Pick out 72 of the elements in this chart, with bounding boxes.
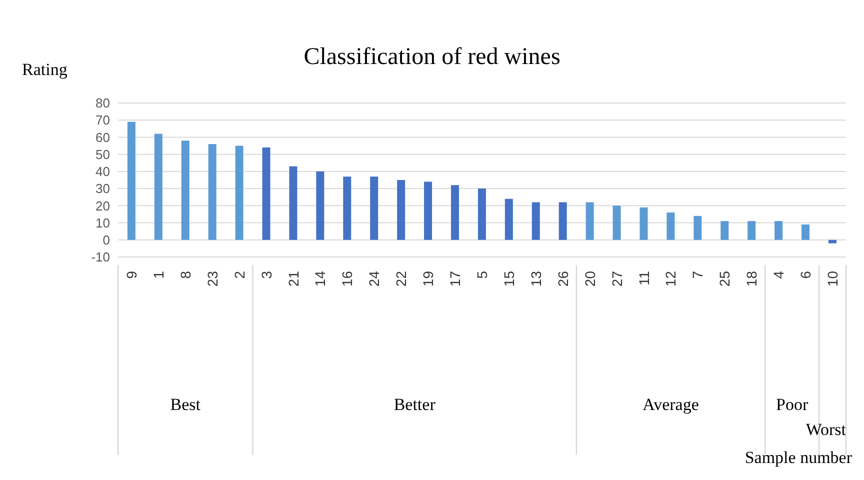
y-axis-title: Rating [22, 60, 68, 80]
x-tick-label: 1 [150, 270, 166, 279]
y-tick-label: -10 [91, 250, 110, 265]
x-tick-label: 23 [204, 270, 220, 287]
x-tick-label: 12 [662, 270, 679, 287]
text: Sample number [744, 448, 852, 468]
x-tick-label: 24 [366, 270, 382, 287]
y-tick-label: 80 [96, 96, 110, 111]
x-tick-label: 22 [393, 270, 410, 287]
bar [748, 221, 756, 240]
x-tick-label: 27 [608, 270, 625, 287]
x-tick-label: 8 [177, 270, 194, 279]
x-tick-label: 16 [339, 270, 356, 287]
text: Average [642, 395, 699, 414]
text: Poor [776, 395, 808, 414]
bar [802, 224, 810, 240]
y-tick-label: 40 [96, 164, 110, 180]
x-tick-label: 11 [636, 270, 652, 286]
y-tick-label: 0 [102, 232, 110, 248]
bar [612, 206, 621, 240]
y-tick-label: 60 [96, 130, 110, 145]
bar [532, 202, 540, 240]
x-tick-label: 26 [554, 270, 571, 287]
x-tick-label: 10 [824, 270, 841, 287]
bar [262, 147, 270, 240]
text: Worst [806, 420, 846, 439]
x-tick-label: 6 [798, 270, 814, 279]
x-tick-label: 21 [285, 270, 302, 287]
x-tick-label: 19 [420, 270, 436, 287]
bar [478, 188, 486, 240]
text: Best [170, 395, 201, 414]
bar [640, 207, 648, 240]
bar [370, 176, 378, 240]
x-tick-label: 15 [500, 270, 517, 287]
x-tick-label: 5 [474, 270, 490, 279]
x-tick-label: 18 [744, 270, 760, 287]
x-tick-label: 3 [258, 270, 274, 279]
y-tick-label: 50 [96, 146, 110, 162]
x-tick-label: 17 [447, 270, 464, 287]
bar [235, 146, 244, 240]
x-tick-label: 2 [231, 270, 248, 279]
bar [694, 216, 702, 240]
bar [181, 140, 190, 240]
bar [666, 212, 675, 240]
bar [343, 176, 352, 240]
bar [504, 198, 513, 240]
bar [127, 122, 136, 240]
bar [828, 240, 836, 244]
y-tick-label: 70 [96, 112, 110, 128]
bar [316, 171, 324, 240]
bar [774, 221, 783, 240]
bar [397, 180, 406, 240]
x-tick-label: 14 [312, 270, 328, 287]
bar [450, 185, 459, 240]
bar [558, 202, 567, 240]
x-tick-label: 7 [690, 270, 706, 279]
bar [208, 144, 216, 240]
bar [424, 182, 432, 240]
y-tick-label: 30 [96, 181, 110, 196]
x-tick-label: 13 [528, 270, 544, 287]
bar [154, 134, 162, 240]
x-tick-label: 25 [716, 270, 733, 287]
x-tick-label: 9 [123, 270, 140, 279]
bar [289, 166, 298, 240]
y-tick-label: 20 [96, 198, 110, 214]
bar [720, 221, 729, 240]
chart-title: Classification of red wines [304, 44, 560, 70]
x-tick-label: 4 [770, 270, 787, 279]
bar [586, 202, 594, 240]
y-tick-label: 10 [96, 215, 110, 230]
text: Better [394, 395, 436, 414]
x-tick-label: 20 [582, 270, 598, 287]
